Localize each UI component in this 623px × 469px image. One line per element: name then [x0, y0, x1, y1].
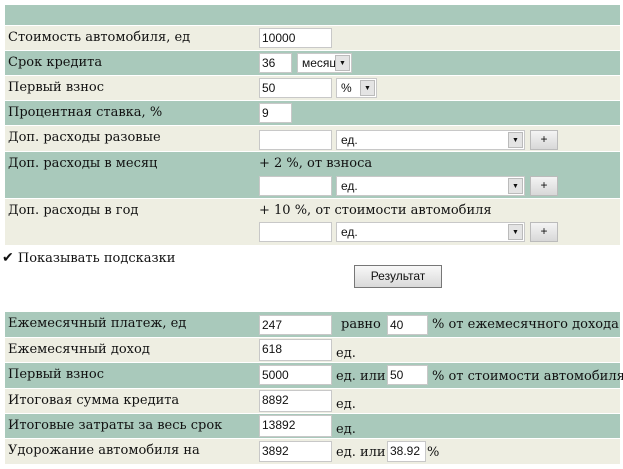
label: Доп. расходы в месяц: [8, 156, 158, 171]
show-hints-label: Показывать подсказки: [17, 251, 176, 266]
monthly-input[interactable]: [259, 176, 332, 196]
row-monthly: Доп. расходы в месяц + 2 %, от взноса ед…: [5, 152, 620, 198]
first-value[interactable]: 5000: [259, 365, 332, 385]
suffix-text: % от стоимости автомобиля: [432, 369, 623, 384]
label: Ежемесячный доход: [8, 342, 150, 357]
suffix-text: %: [427, 445, 440, 460]
label: Удорожание автомобиля на: [8, 443, 200, 458]
term-input[interactable]: 36: [259, 53, 292, 73]
yearly-unit-select[interactable]: ед. ▼: [336, 222, 525, 242]
value: месяц: [302, 56, 337, 70]
add-once-button[interactable]: +: [530, 130, 558, 150]
value: %: [341, 81, 352, 95]
loan-value[interactable]: 8892: [259, 390, 332, 412]
mid-text: равно: [341, 317, 381, 332]
cost-input[interactable]: 10000: [259, 28, 332, 48]
result-first: Первый взнос 5000 ед. или 50 % от стоимо…: [5, 363, 623, 388]
label: Итоговые затраты за весь срок: [8, 418, 223, 433]
unit: ед.: [336, 422, 356, 437]
payment-value[interactable]: 247: [259, 315, 332, 335]
value: ед.: [341, 179, 358, 193]
result-button[interactable]: Результат: [354, 265, 442, 288]
show-hints-checkbox[interactable]: ✔ Показывать подсказки: [2, 250, 175, 266]
chevron-down-icon: ▼: [508, 132, 523, 148]
label: Стоимость автомобиля, ед: [8, 30, 191, 45]
row-term: Срок кредита 36 месяц ▼: [5, 51, 620, 75]
chevron-down-icon: ▼: [360, 80, 375, 96]
label: Первый взнос: [8, 367, 104, 382]
result-total: Итоговые затраты за весь срок 13892 ед.: [5, 414, 620, 438]
first-pct[interactable]: 50: [387, 365, 428, 385]
checkmark-icon: ✔: [2, 250, 14, 266]
first-input[interactable]: 50: [259, 78, 332, 98]
rate-input[interactable]: 9: [259, 103, 292, 123]
label: Ежемесячный платеж, ед: [8, 316, 187, 331]
total-value[interactable]: 13892: [259, 415, 332, 437]
once-input[interactable]: [259, 130, 332, 150]
label: Срок кредита: [8, 55, 103, 70]
value: ед.: [341, 225, 358, 239]
label: Доп. расходы разовые: [8, 130, 161, 145]
overpay-value[interactable]: 3892: [259, 441, 332, 462]
label: Итоговая сумма кредита: [8, 393, 180, 408]
income-value[interactable]: 618: [259, 339, 332, 361]
term-unit-select[interactable]: месяц ▼: [297, 53, 352, 73]
monthly-unit-select[interactable]: ед. ▼: [336, 176, 525, 196]
mid-text: ед. или: [336, 369, 386, 384]
unit: ед.: [336, 397, 356, 412]
add-monthly-button[interactable]: +: [530, 176, 558, 196]
row-first: Первый взнос 50 % ▼: [5, 76, 620, 100]
result-overpay: Удорожание автомобиля на 3892 ед. или 38…: [5, 439, 620, 464]
result-income: Ежемесячный доход 618 ед.: [5, 338, 620, 362]
chevron-down-icon: ▼: [335, 55, 350, 71]
first-unit-select[interactable]: % ▼: [336, 78, 377, 98]
payment-pct[interactable]: 40: [387, 315, 428, 335]
label: Первый взнос: [8, 80, 104, 95]
form-header: [5, 5, 620, 25]
row-rate: Процентная ставка, % 9: [5, 101, 620, 125]
add-yearly-button[interactable]: +: [530, 222, 558, 242]
row-once: Доп. расходы разовые ед. ▼ +: [5, 126, 620, 151]
chevron-down-icon: ▼: [508, 178, 523, 194]
mid-text: ед. или: [336, 445, 386, 460]
row-yearly: Доп. расходы в год + 10 %, от стоимости …: [5, 199, 620, 245]
result-loan: Итоговая сумма кредита 8892 ед.: [5, 389, 620, 413]
once-unit-select[interactable]: ед. ▼: [336, 130, 525, 150]
result-payment: Ежемесячный платеж, ед 247 равно 40 % от…: [5, 312, 620, 337]
overpay-pct[interactable]: 38.92: [387, 441, 426, 462]
yearly-hint: + 10 %, от стоимости автомобиля: [259, 203, 492, 218]
yearly-input[interactable]: [259, 222, 332, 242]
row-cost: Стоимость автомобиля, ед 10000: [5, 26, 620, 50]
chevron-down-icon: ▼: [508, 224, 523, 240]
monthly-hint: + 2 %, от взноса: [259, 156, 373, 171]
suffix-text: % от ежемесячного дохода: [432, 317, 619, 332]
label: Доп. расходы в год: [8, 203, 139, 218]
unit: ед.: [336, 346, 356, 361]
value: ед.: [341, 133, 358, 147]
label: Процентная ставка, %: [8, 105, 163, 120]
